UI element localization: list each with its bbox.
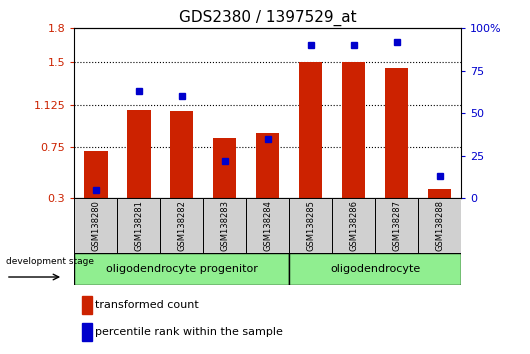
Bar <box>299 62 322 198</box>
Bar <box>289 198 332 253</box>
Bar <box>74 198 117 253</box>
Bar <box>127 110 151 198</box>
Text: GSM138283: GSM138283 <box>220 200 229 251</box>
Bar <box>74 253 289 285</box>
Text: GSM138288: GSM138288 <box>435 200 444 251</box>
Text: oligodendrocyte: oligodendrocyte <box>330 264 420 274</box>
Bar <box>170 111 193 198</box>
Bar <box>428 189 452 198</box>
Text: GSM138287: GSM138287 <box>392 200 401 251</box>
Bar <box>342 62 366 198</box>
Title: GDS2380 / 1397529_at: GDS2380 / 1397529_at <box>179 9 357 25</box>
Bar <box>289 253 461 285</box>
Text: percentile rank within the sample: percentile rank within the sample <box>95 327 284 337</box>
Text: GSM138282: GSM138282 <box>177 200 186 251</box>
Text: GSM138284: GSM138284 <box>263 200 272 251</box>
Text: GSM138285: GSM138285 <box>306 200 315 251</box>
Bar <box>117 198 160 253</box>
Bar <box>332 198 375 253</box>
Bar <box>375 198 418 253</box>
Text: GSM138281: GSM138281 <box>134 200 143 251</box>
Bar <box>385 68 409 198</box>
Text: oligodendrocyte progenitor: oligodendrocyte progenitor <box>105 264 258 274</box>
Bar <box>82 323 92 341</box>
Bar <box>418 198 461 253</box>
Text: development stage: development stage <box>6 257 94 266</box>
Text: GSM138280: GSM138280 <box>91 200 100 251</box>
Text: GSM138286: GSM138286 <box>349 200 358 251</box>
Bar <box>82 296 92 314</box>
Bar <box>256 132 279 198</box>
Bar <box>84 151 108 198</box>
Bar <box>213 138 236 198</box>
Text: transformed count: transformed count <box>95 300 199 310</box>
Bar <box>246 198 289 253</box>
Bar <box>160 198 203 253</box>
Bar <box>203 198 246 253</box>
